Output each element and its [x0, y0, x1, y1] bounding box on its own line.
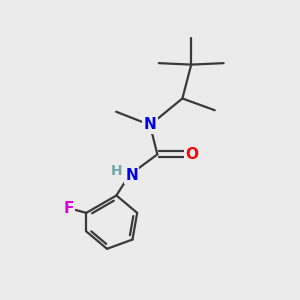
Text: O: O	[186, 147, 199, 162]
Text: H: H	[111, 164, 123, 178]
Text: F: F	[63, 201, 74, 216]
Text: N: N	[144, 118, 156, 133]
Text: N: N	[125, 167, 138, 182]
